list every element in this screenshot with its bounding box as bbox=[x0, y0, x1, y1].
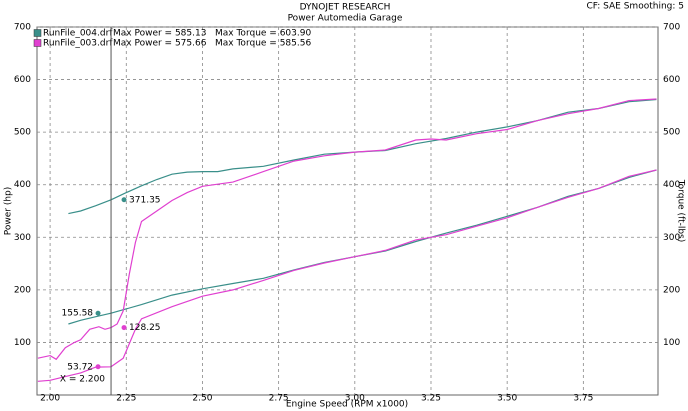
y2-tick-label: 700 bbox=[663, 23, 680, 33]
x-tick-label: 3.00 bbox=[345, 394, 365, 404]
y-tick-label: 300 bbox=[14, 233, 31, 243]
cursor-value: 371.35 bbox=[129, 195, 161, 205]
x-tick-label: 3.50 bbox=[497, 394, 517, 404]
y2-tick-label: 600 bbox=[663, 75, 680, 85]
legend-max-power: Max Power = 575.66 bbox=[113, 39, 207, 49]
legend-max-torque: Max Torque = 603.90 bbox=[215, 29, 311, 39]
x-tick-label: 2.75 bbox=[269, 394, 289, 404]
settings-text: CF: SAE Smoothing: 5 bbox=[586, 2, 684, 12]
legend-max-power: Max Power = 585.13 bbox=[113, 29, 206, 39]
legend-swatch bbox=[33, 39, 42, 47]
legend-max-torque: Max Torque = 585.56 bbox=[215, 39, 311, 49]
cursor-value: 155.58 bbox=[62, 309, 94, 319]
y-tick-label: 200 bbox=[14, 285, 31, 295]
y2-tick-label: 100 bbox=[663, 338, 680, 348]
y-tick-label: 500 bbox=[14, 128, 31, 138]
y-axis-label: Power (hp) bbox=[4, 187, 14, 236]
y-tick-label: 400 bbox=[14, 180, 31, 190]
chart-title: DYNOJET RESEARCH bbox=[300, 3, 391, 13]
chart-subtitle: Power Automedia Garage bbox=[288, 14, 403, 24]
cursor-point bbox=[121, 197, 127, 203]
y2-tick-label: 300 bbox=[663, 233, 680, 243]
x-tick-label: 2.50 bbox=[192, 394, 212, 404]
cursor-point bbox=[95, 310, 101, 316]
cursor-value: 53.72 bbox=[67, 362, 93, 372]
y2-tick-label: 400 bbox=[663, 180, 680, 190]
cursor-label: X = 2.200 bbox=[60, 375, 105, 385]
legend-name: RunFile_004.drf bbox=[43, 29, 113, 39]
torque-line bbox=[37, 98, 657, 361]
cursor-value: 128.25 bbox=[129, 323, 161, 333]
x-tick-label: 2.00 bbox=[40, 394, 60, 404]
y-tick-label: 700 bbox=[14, 23, 31, 33]
cursor-point bbox=[121, 325, 127, 331]
legend-swatch bbox=[33, 29, 42, 37]
x-tick-label: 2.25 bbox=[116, 394, 136, 404]
y2-tick-label: 200 bbox=[663, 285, 680, 295]
y2-axis-label: Torque (ft-lbs) bbox=[676, 179, 686, 243]
cursor-point bbox=[95, 364, 101, 370]
plot-frame bbox=[36, 26, 659, 396]
x-axis-label: Engine Speed (RPM x1000) bbox=[286, 400, 408, 410]
power-line bbox=[68, 169, 657, 325]
legend-name: RunFile_003.drf bbox=[43, 39, 113, 49]
y-tick-label: 600 bbox=[14, 75, 31, 85]
y-tick-label: 100 bbox=[14, 338, 31, 348]
x-tick-label: 3.75 bbox=[573, 394, 593, 404]
y2-tick-label: 500 bbox=[663, 128, 680, 138]
x-tick-label: 3.25 bbox=[421, 394, 441, 404]
